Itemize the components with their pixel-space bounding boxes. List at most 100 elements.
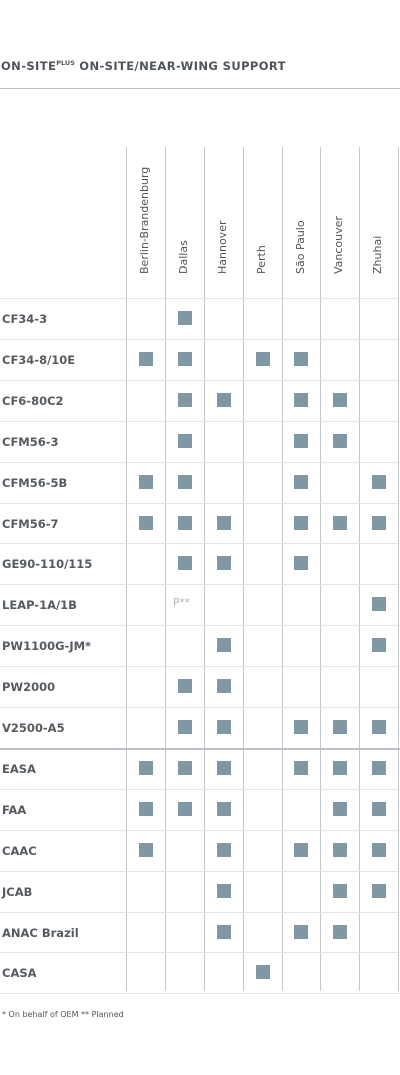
- column-header-label: Zhuhai: [371, 235, 384, 274]
- availability-square-icon: [294, 925, 308, 939]
- row-label: EASA: [2, 762, 36, 776]
- row-divider: [0, 871, 400, 872]
- column-header-label: Perth: [255, 245, 268, 274]
- row-divider: [0, 625, 400, 626]
- availability-square-icon: [139, 802, 153, 816]
- row-label: CF6-80C2: [2, 394, 64, 408]
- availability-square-icon: [178, 311, 192, 325]
- availability-square-icon: [372, 638, 386, 652]
- availability-square-icon: [333, 516, 347, 530]
- availability-square-icon: [333, 843, 347, 857]
- availability-square-icon: [217, 516, 231, 530]
- availability-square-icon: [294, 516, 308, 530]
- row-divider: [0, 298, 400, 299]
- availability-square-icon: [372, 597, 386, 611]
- column-header-dallas: Dallas: [165, 147, 203, 297]
- availability-square-icon: [294, 556, 308, 570]
- title-rule: [0, 88, 400, 89]
- column-divider: [165, 147, 166, 991]
- row-divider: [0, 421, 400, 422]
- availability-square-icon: [372, 720, 386, 734]
- availability-square-icon: [256, 352, 270, 366]
- availability-square-icon: [217, 761, 231, 775]
- column-divider: [282, 147, 283, 991]
- availability-square-icon: [139, 475, 153, 489]
- column-header-hannover: Hannover: [204, 147, 242, 297]
- availability-square-icon: [139, 352, 153, 366]
- column-header-vancouver: Vancouver: [320, 147, 358, 297]
- availability-square-icon: [139, 843, 153, 857]
- availability-square-icon: [256, 965, 270, 979]
- column-divider: [398, 147, 399, 991]
- availability-square-icon: [294, 475, 308, 489]
- availability-square-icon: [178, 434, 192, 448]
- availability-square-icon: [333, 434, 347, 448]
- availability-square-icon: [294, 720, 308, 734]
- availability-square-icon: [217, 393, 231, 407]
- availability-square-icon: [372, 475, 386, 489]
- planned-mark: P**: [173, 597, 190, 609]
- availability-square-icon: [333, 802, 347, 816]
- row-label: FAA: [2, 803, 27, 817]
- row-divider: [0, 543, 400, 544]
- availability-square-icon: [333, 884, 347, 898]
- row-divider: [0, 707, 400, 708]
- title-suffix: ON-SITE/NEAR-WING SUPPORT: [74, 59, 286, 73]
- row-label: CF34-3: [2, 312, 48, 326]
- availability-square-icon: [372, 843, 386, 857]
- availability-square-icon: [139, 516, 153, 530]
- row-divider: [0, 339, 400, 340]
- availability-square-icon: [333, 393, 347, 407]
- availability-square-icon: [217, 802, 231, 816]
- availability-square-icon: [217, 843, 231, 857]
- column-header-zhuhai: Zhuhai: [359, 147, 397, 297]
- availability-square-icon: [178, 393, 192, 407]
- availability-square-icon: [217, 679, 231, 693]
- availability-square-icon: [178, 352, 192, 366]
- footnote: * On behalf of OEM ** Planned: [2, 1010, 124, 1019]
- availability-square-icon: [333, 761, 347, 775]
- row-divider: [0, 830, 400, 831]
- availability-square-icon: [372, 761, 386, 775]
- row-label: PW2000: [2, 680, 56, 694]
- column-header-label: Hannover: [216, 220, 229, 275]
- row-divider: [0, 503, 400, 504]
- row-label: JCAB: [2, 885, 33, 899]
- column-header-label: São Paulo: [294, 220, 307, 274]
- column-header-label: Berlin-Brandenburg: [138, 166, 151, 274]
- row-label: CFM56-3: [2, 435, 59, 449]
- row-label: ANAC Brazil: [2, 926, 79, 940]
- row-label: GE90-110/115: [2, 557, 93, 571]
- availability-square-icon: [178, 720, 192, 734]
- availability-square-icon: [294, 761, 308, 775]
- availability-square-icon: [333, 720, 347, 734]
- page-title: ON-SITEPLUS ON-SITE/NEAR-WING SUPPORT: [1, 59, 286, 73]
- column-header-label: Vancouver: [332, 216, 345, 274]
- column-divider: [243, 147, 244, 991]
- availability-square-icon: [178, 475, 192, 489]
- row-label: CFM56-5B: [2, 476, 68, 490]
- availability-square-icon: [294, 352, 308, 366]
- availability-square-icon: [178, 516, 192, 530]
- title-prefix: ON-SITE: [1, 59, 57, 73]
- row-divider: [0, 462, 400, 463]
- availability-square-icon: [217, 925, 231, 939]
- row-label: V2500-A5: [2, 721, 65, 735]
- title-superscript: PLUS: [56, 59, 75, 67]
- availability-square-icon: [217, 556, 231, 570]
- row-divider: [0, 380, 400, 381]
- availability-square-icon: [294, 434, 308, 448]
- column-divider: [126, 147, 127, 991]
- availability-square-icon: [294, 393, 308, 407]
- availability-square-icon: [217, 720, 231, 734]
- row-label: CAAC: [2, 844, 37, 858]
- availability-square-icon: [333, 925, 347, 939]
- column-divider: [359, 147, 360, 991]
- row-divider: [0, 748, 400, 750]
- availability-square-icon: [217, 638, 231, 652]
- row-label: LEAP-1A/1B: [2, 598, 77, 612]
- availability-square-icon: [217, 884, 231, 898]
- column-header-label: Dallas: [177, 240, 190, 274]
- availability-square-icon: [178, 802, 192, 816]
- availability-square-icon: [372, 516, 386, 530]
